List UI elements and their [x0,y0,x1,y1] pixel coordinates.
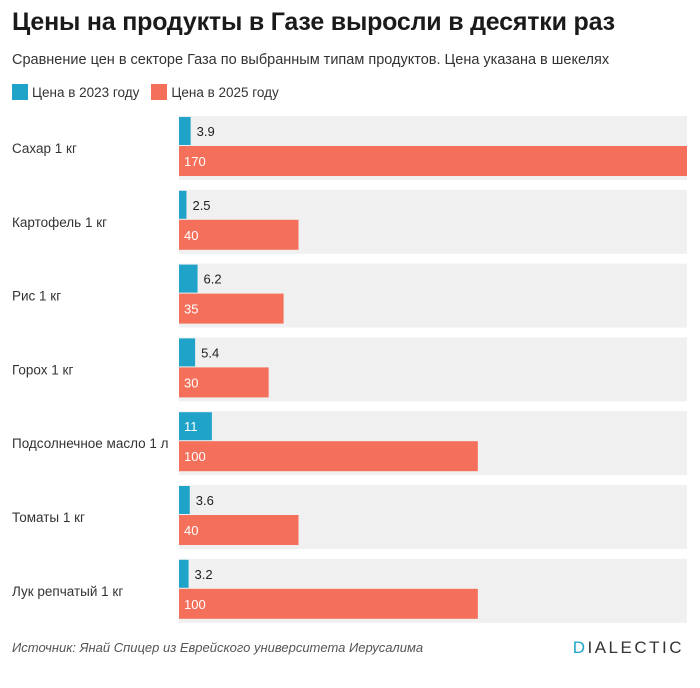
value-label-2023: 2.5 [192,198,210,213]
category-label: Рис 1 кг [12,289,61,304]
value-label-2025: 35 [184,302,198,317]
value-label-2025: 170 [184,154,206,169]
value-label-2025: 30 [184,375,198,390]
value-label-2023: 6.2 [204,272,222,287]
legend-item-2023: Цена в 2023 году [12,84,139,100]
category-label: Горох 1 кг [12,362,73,377]
legend-swatch-2025 [151,84,168,100]
bar-2023 [179,190,187,219]
value-label-2023: 11 [184,419,198,434]
value-label-2023: 5.4 [201,345,219,360]
dialectic-logo: DIALECTIC [573,638,684,658]
value-label-2025: 40 [184,523,198,538]
bar-2025 [179,515,299,545]
value-label-2023: 3.6 [196,493,214,508]
category-label: Картофель 1 кг [12,215,107,230]
bar-2025 [179,146,687,176]
category-label: Подсолнечное масло 1 л [12,436,169,451]
category-label: Лук репчатый 1 кг [12,584,123,599]
bar-2023 [179,559,189,588]
bar-2023 [179,412,212,441]
bar-2023 [179,264,198,293]
bar-2025 [179,293,284,324]
bar-2023 [179,338,196,367]
bar-2025 [179,219,299,250]
logo-accent: D [572,638,588,657]
chart-subtitle: Сравнение цен в секторе Газа по выбранны… [12,52,610,68]
legend: Цена в 2023 году Цена в 2025 году [12,84,291,100]
value-label-2025: 40 [184,228,198,243]
category-label: Сахар 1 кг [12,141,77,156]
legend-swatch-2023 [12,84,28,100]
bar-2023 [179,117,191,145]
source-note: Источник: Янай Спицер из Еврейского унив… [12,640,424,655]
bar-chart: Сахар 1 кг 3.9 170 Картофель 1 кг 2.5 40 Рис 1… [12,116,687,623]
chart-title: Цены на продукты в Газе выросли в десятк… [12,8,615,36]
value-label-2023: 3.9 [197,124,215,139]
legend-label-2023: Цена в 2023 году [32,84,140,100]
category-label: Томаты 1 кг [12,510,85,525]
bar-2025 [179,588,478,619]
logo-text: IALECTIC [587,638,684,657]
legend-label-2025: Цена в 2025 году [171,84,279,100]
legend-item-2025: Цена в 2025 году [151,84,279,100]
bar-2025 [179,367,269,398]
value-label-2025: 100 [184,449,206,464]
value-label-2023: 3.2 [195,567,213,582]
bar-2023 [179,486,190,514]
bar-2025 [179,441,478,472]
value-label-2025: 100 [184,597,206,612]
